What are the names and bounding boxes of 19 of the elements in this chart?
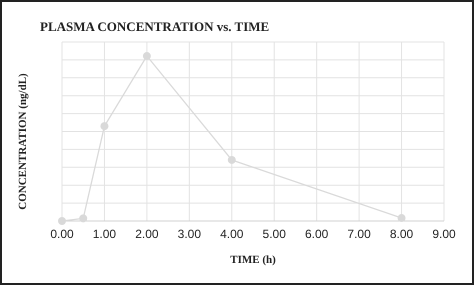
x-tick-label: 6.00 xyxy=(304,227,329,241)
point xyxy=(79,214,88,222)
x-tick-label: 8.00 xyxy=(390,227,414,241)
x-tick-label: 3.00 xyxy=(178,227,202,241)
x-tick-label: 9.00 xyxy=(432,227,456,241)
point xyxy=(142,52,151,60)
y-axis-title: CONCENTRATION (ng/dL) xyxy=(17,72,29,210)
x-tick-label: 1.00 xyxy=(92,227,116,241)
x-tick-label: 7.00 xyxy=(347,227,372,241)
point xyxy=(58,217,66,225)
x-tick-label: 4.00 xyxy=(220,227,244,241)
x-tick-label: 0.00 xyxy=(50,227,74,241)
x-tick-label: 5.00 xyxy=(262,227,286,241)
x-axis-title: TIME (h) xyxy=(230,254,276,266)
point xyxy=(228,156,236,164)
x-tick-label: 2.00 xyxy=(135,227,159,241)
chart-title: PLASMA CONCENTRATION vs. TIME xyxy=(40,19,270,34)
point xyxy=(100,122,108,130)
point xyxy=(398,214,406,222)
